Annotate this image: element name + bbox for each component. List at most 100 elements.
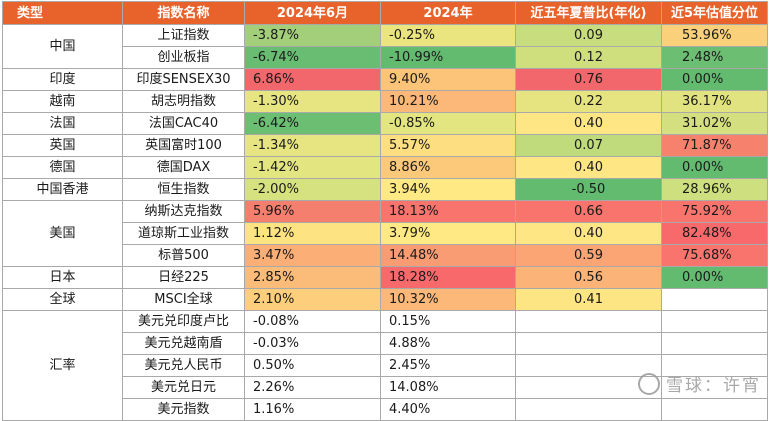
ytd-return-cell: 9.40% [380,68,516,91]
june-return-cell: 5.96% [244,200,381,223]
ytd-return-cell: 0.15% [380,310,516,333]
table-row: 中国 上证指数 -3.87% -0.25% 0.09 53.96% [2,24,768,69]
header-valuation-percentile: 近5年估值分位 [661,1,768,25]
ytd-return-cell: 3.94% [380,178,516,201]
table-header-row: 类型 指数名称 2024年6月 2024年 近五年夏普比(年化) 近5年估值分位 [2,1,768,25]
index-name-cell: 美元兑日元 [122,376,245,399]
june-return-cell: 0.50% [244,354,381,377]
sharpe-ratio-cell: 0.59 [515,244,662,267]
ytd-return-cell: 4.40% [380,398,516,421]
table-row: 英国 英国富时100 -1.34% 5.57% 0.07 71.87% [2,134,768,157]
ytd-return-cell: 18.13% [380,200,516,223]
june-return-cell: -6.74% [244,46,381,69]
sharpe-ratio-cell: 0.40 [515,112,662,135]
region-cell: 英国 [2,134,123,157]
index-name-cell: 美元指数 [122,398,245,421]
ytd-return-cell: 14.08% [380,376,516,399]
region-cell: 中国 [2,24,123,69]
ytd-return-cell: 10.32% [380,288,516,311]
table-row: 中国香港 恒生指数 -2.00% 3.94% -0.50 28.96% [2,178,768,201]
sharpe-ratio-cell [515,332,662,355]
table-row: 美国 纳斯达克指数 5.96% 18.13% 0.66 75.92% [2,200,768,267]
june-return-cell: -6.42% [244,112,381,135]
sharpe-ratio-cell [515,310,662,333]
table-row: 标普500 3.47% 14.48% 0.59 75.68% [3,244,768,267]
index-name-cell: 美元兑人民币 [122,354,245,377]
table-row: 越南 胡志明指数 -1.30% 10.21% 0.22 36.17% [2,90,768,113]
sharpe-ratio-cell: 0.40 [515,156,662,179]
sharpe-ratio-cell: 0.22 [515,90,662,113]
sharpe-ratio-cell: -0.50 [515,178,662,201]
index-name-cell: 德国DAX [122,156,245,179]
valuation-percentile-cell: 75.92% [661,200,768,223]
index-name-cell: 英国富时100 [122,134,245,157]
index-name-cell: 法国CAC40 [122,112,245,135]
ytd-return-cell: -10.99% [380,46,516,69]
valuation-percentile-cell: 0.00% [661,156,768,179]
watermark: 雪球：许宵 [638,371,761,396]
june-return-cell: 3.47% [244,244,381,267]
table-row: 美元兑越南盾 -0.03% 4.88% [3,332,768,355]
sharpe-ratio-cell: 0.41 [515,288,662,311]
valuation-percentile-cell [661,310,768,333]
ytd-return-cell: 8.86% [380,156,516,179]
table-row: 德国 德国DAX -1.42% 8.86% 0.40 0.00% [2,156,768,179]
sharpe-ratio-cell [515,398,662,421]
ytd-return-cell: 14.48% [380,244,516,267]
june-return-cell: 6.86% [244,68,381,91]
june-return-cell: 2.10% [244,288,381,311]
region-cell: 全球 [2,288,123,311]
index-name-cell: MSCI全球 [122,288,245,311]
index-name-cell: 道琼斯工业指数 [122,222,245,245]
june-return-cell: -3.87% [244,24,381,47]
sharpe-ratio-cell: 0.56 [515,266,662,289]
sharpe-ratio-cell: 0.07 [515,134,662,157]
index-name-cell: 标普500 [122,244,245,267]
sharpe-ratio-cell: 0.12 [515,46,662,69]
region-cell: 美国 [2,200,123,267]
sharpe-ratio-cell: 0.40 [515,222,662,245]
valuation-percentile-cell [661,288,768,311]
sharpe-ratio-cell: 0.66 [515,200,662,223]
table-row: 印度 印度SENSEX30 6.86% 9.40% 0.76 0.00% [2,68,768,91]
watermark-text: 雪球：许宵 [666,376,761,396]
june-return-cell: 2.26% [244,376,381,399]
sharpe-ratio-cell: 0.09 [515,24,662,47]
valuation-percentile-cell: 71.87% [661,134,768,157]
region-cell: 德国 [2,156,123,179]
ytd-return-cell: 2.45% [380,354,516,377]
valuation-percentile-cell: 2.48% [661,46,768,69]
ytd-return-cell: -0.25% [380,24,516,47]
index-name-cell: 恒生指数 [122,178,245,201]
valuation-percentile-cell [661,398,768,421]
june-return-cell: -2.00% [244,178,381,201]
header-index-name: 指数名称 [122,1,245,25]
header-sharpe-ratio: 近五年夏普比(年化) [515,1,662,25]
table-row: 法国 法国CAC40 -6.42% -0.85% 0.40 31.02% [2,112,768,135]
valuation-percentile-cell: 0.00% [661,266,768,289]
ytd-return-cell: 5.57% [380,134,516,157]
index-name-cell: 纳斯达克指数 [122,200,245,223]
region-cell: 汇率 [2,310,123,421]
valuation-percentile-cell [661,332,768,355]
region-cell: 日本 [2,266,123,289]
index-name-cell: 印度SENSEX30 [122,68,245,91]
june-return-cell: -1.42% [244,156,381,179]
june-return-cell: -0.03% [244,332,381,355]
valuation-percentile-cell: 36.17% [661,90,768,113]
valuation-percentile-cell: 82.48% [661,222,768,245]
region-cell: 越南 [2,90,123,113]
ytd-return-cell: 3.79% [380,222,516,245]
june-return-cell: 1.16% [244,398,381,421]
index-name-cell: 胡志明指数 [122,90,245,113]
valuation-percentile-cell: 31.02% [661,112,768,135]
valuation-percentile-cell: 28.96% [661,178,768,201]
table-row: 创业板指 -6.74% -10.99% 0.12 2.48% [3,46,768,69]
table-row: 美元兑人民币 0.50% 2.45% [3,354,768,377]
sharpe-ratio-cell: 0.76 [515,68,662,91]
header-june-2024: 2024年6月 [244,1,381,25]
ytd-return-cell: 18.28% [380,266,516,289]
sharpe-ratio-cell [515,354,662,377]
index-name-cell: 美元兑印度卢比 [122,310,245,333]
